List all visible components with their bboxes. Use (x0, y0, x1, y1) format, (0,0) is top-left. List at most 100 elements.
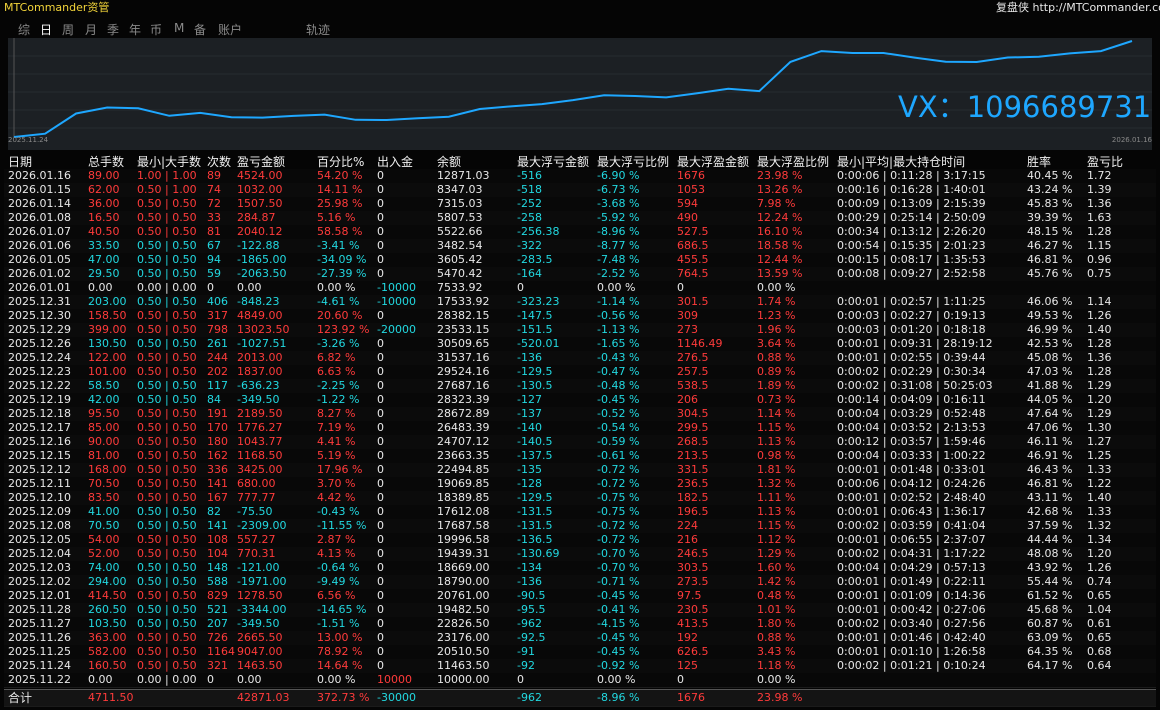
cell: 72 (207, 197, 221, 210)
cell: 0.50 | 0.50 (137, 519, 197, 532)
cell: 331.5 (677, 463, 709, 476)
tab[interactable]: 币 (150, 23, 163, 37)
cell: 168.00 (88, 463, 127, 476)
tab[interactable]: 账户 (218, 23, 243, 37)
tab[interactable]: 月 (85, 23, 98, 37)
cell: 1.14 (1087, 295, 1112, 308)
column-header: 最小|平均|最大持仓时间 (837, 155, 966, 169)
cell: 0:00:01 | 0:01:46 | 0:42:40 (837, 631, 986, 644)
cell: 45.76 % (1027, 267, 1073, 280)
cell: 78.92 % (317, 645, 363, 658)
cell: 108 (207, 533, 228, 546)
cell: 0 (377, 617, 384, 630)
tab[interactable]: 周 (62, 23, 75, 37)
table-row: 2026.01.14 36.00 0.50 | 0.50 72 1507.50 25.98… (4, 197, 1156, 212)
cell: -127 (517, 393, 542, 406)
cell: 0.50 | 0.50 (137, 645, 197, 658)
cell: 46.99 % (1027, 323, 1073, 336)
cell: 3605.42 (437, 253, 483, 266)
cell: 162 (207, 449, 228, 462)
cell: -2.25 % (317, 379, 360, 392)
end-date: 2026.01.16 (1112, 136, 1152, 144)
cell: 2025.12.03 (8, 561, 71, 574)
column-header: 最大浮亏比例 (597, 155, 670, 169)
cell: 18790.00 (437, 575, 490, 588)
cell: 0 (677, 281, 684, 294)
cell: 0.74 (1087, 575, 1112, 588)
table-row: 2025.12.30 158.50 0.50 | 0.50 317 4849.00 20.… (4, 309, 1156, 324)
cell: 0:00:03 | 0:02:27 | 0:19:13 (837, 309, 986, 322)
table-row: 2026.01.06 33.50 0.50 | 0.50 67 -122.88 -3.41… (4, 239, 1156, 254)
cell: 246.5 (677, 547, 709, 560)
cell: 30509.65 (437, 337, 490, 350)
cell: 192 (677, 631, 698, 644)
cell: 236.5 (677, 477, 709, 490)
cell: 104 (207, 547, 228, 560)
cell: 45.83 % (1027, 197, 1073, 210)
cell: 490 (677, 211, 698, 224)
cell: 14.11 % (317, 183, 363, 196)
cell: 0:00:08 | 0:09:27 | 2:52:58 (837, 267, 986, 280)
tab[interactable]: 轨迹 (306, 23, 331, 37)
cell: 24707.12 (437, 435, 490, 448)
cell: -0.45 % (597, 589, 640, 602)
cell: 2025.12.16 (8, 435, 71, 448)
cell: 2026.01.05 (8, 253, 71, 266)
cell: 216 (677, 533, 698, 546)
cell: 527.5 (677, 225, 709, 238)
column-header: 胜率 (1027, 155, 1052, 169)
cell: 45.68 % (1027, 603, 1073, 616)
table-row: 2025.12.23 101.00 0.50 | 0.50 202 1837.00 6.6… (4, 365, 1156, 380)
cell: 148 (207, 561, 228, 574)
cell: 2026.01.07 (8, 225, 71, 238)
cell: 0:00:04 | 0:04:29 | 0:57:13 (837, 561, 986, 574)
cell: 0 (377, 519, 384, 532)
cell: 770.31 (237, 547, 276, 560)
cell: 46.81 % (1027, 477, 1073, 490)
cell: 12871.03 (437, 169, 490, 182)
cell: 1507.50 (237, 197, 283, 210)
cell: 1.26 (1087, 561, 1112, 574)
cell: 141 (207, 477, 228, 490)
tab[interactable]: 季 (107, 23, 120, 37)
cell: 1.32 (1087, 519, 1112, 532)
cell: 58.58 % (317, 225, 363, 238)
cell: 336 (207, 463, 228, 476)
cell: 276.5 (677, 351, 709, 364)
cell: -0.72 % (597, 463, 640, 476)
cell: -1027.51 (237, 337, 287, 350)
cell: -518 (517, 183, 542, 196)
cell: 22494.85 (437, 463, 490, 476)
cell: 117 (207, 379, 228, 392)
cell: 2025.12.01 (8, 589, 71, 602)
tab[interactable]: 年 (129, 23, 142, 37)
cell: 43.92 % (1027, 561, 1073, 574)
tab[interactable]: 综 (18, 23, 31, 37)
tab[interactable]: M (174, 21, 185, 35)
cell: 0 (377, 575, 384, 588)
cell: 0 (377, 631, 384, 644)
cell: 0 (377, 337, 384, 350)
cell: 81 (207, 225, 221, 238)
cell: 203.00 (88, 295, 127, 308)
cell: 62.00 (88, 183, 120, 196)
cell: 2025.12.17 (8, 421, 71, 434)
tab[interactable]: 备 (194, 23, 207, 37)
cell: 9047.00 (237, 645, 283, 658)
cell: 1.01 % (757, 603, 796, 616)
cell: -1.51 % (317, 617, 360, 630)
cell: 582.00 (88, 645, 127, 658)
cell: 22826.50 (437, 617, 490, 630)
cell: 0:00:09 | 0:13:09 | 2:15:39 (837, 197, 986, 210)
cell: 399.00 (88, 323, 127, 336)
cell: 36.00 (88, 197, 120, 210)
cell: -131.5 (517, 519, 553, 532)
cell: 1837.00 (237, 365, 283, 378)
tab[interactable]: 日 (40, 23, 53, 37)
cell: -95.5 (517, 603, 546, 616)
cell: -0.45 % (597, 631, 640, 644)
cell: 130.50 (88, 337, 127, 350)
cell: 42.68 % (1027, 505, 1073, 518)
cell: 0 (377, 267, 384, 280)
table-row: 2025.12.18 95.50 0.50 | 0.50 191 2189.50 8.27… (4, 407, 1156, 422)
